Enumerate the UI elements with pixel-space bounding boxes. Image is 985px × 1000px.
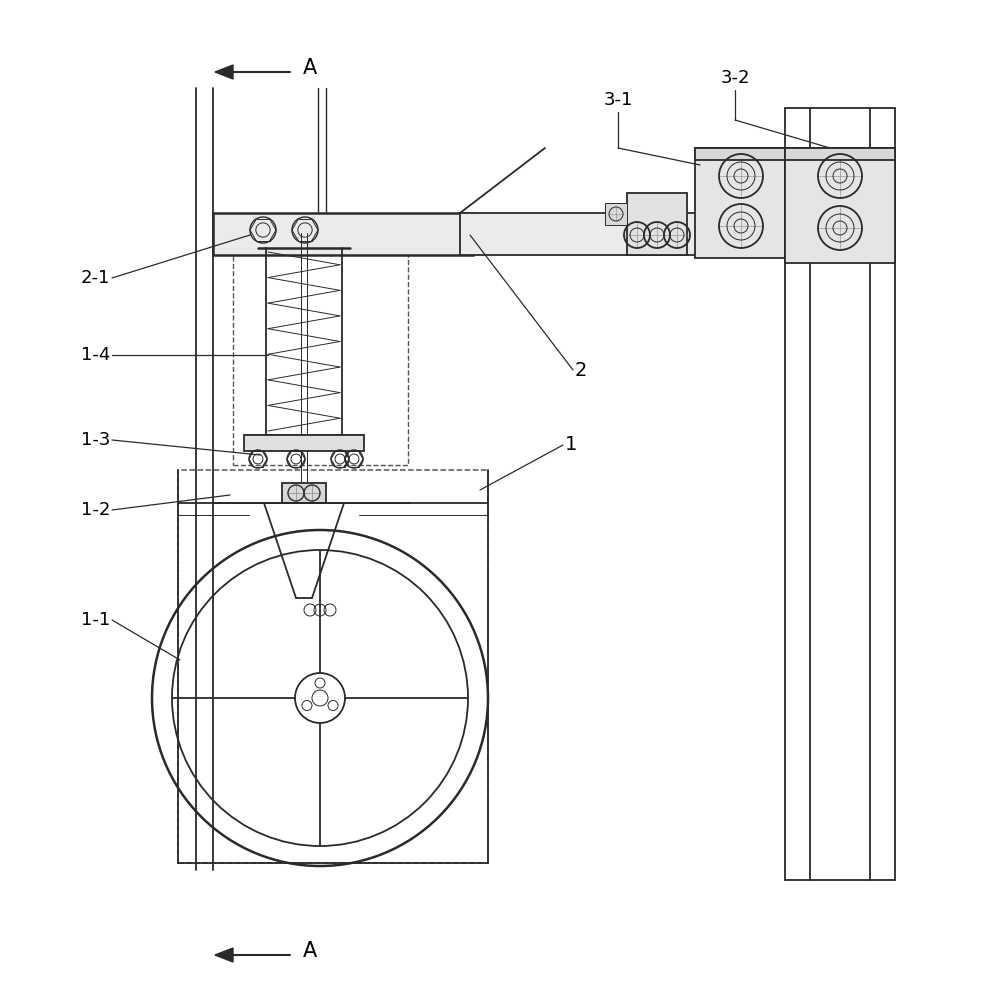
Text: 2: 2 [575,360,587,379]
Polygon shape [215,65,233,79]
Text: A: A [302,58,317,78]
Text: A: A [302,941,317,961]
Bar [785,148,895,160]
Text: 1-4: 1-4 [81,346,110,364]
Bar [178,470,488,863]
Bar [605,203,627,225]
Text: 2-1: 2-1 [81,269,110,287]
Bar [627,193,687,255]
Text: 1-3: 1-3 [81,431,110,449]
Bar [233,230,408,465]
Bar [460,213,830,255]
Bar [282,483,326,503]
Bar [785,148,895,263]
Text: 1-1: 1-1 [81,611,110,629]
Text: 1: 1 [565,436,577,454]
Polygon shape [215,948,233,962]
Bar [213,213,473,255]
Bar [244,435,364,451]
Text: 3-1: 3-1 [603,91,632,109]
Bar [695,148,787,160]
Bar [695,148,787,258]
Text: 1-2: 1-2 [81,501,110,519]
Text: 3-2: 3-2 [720,69,750,87]
